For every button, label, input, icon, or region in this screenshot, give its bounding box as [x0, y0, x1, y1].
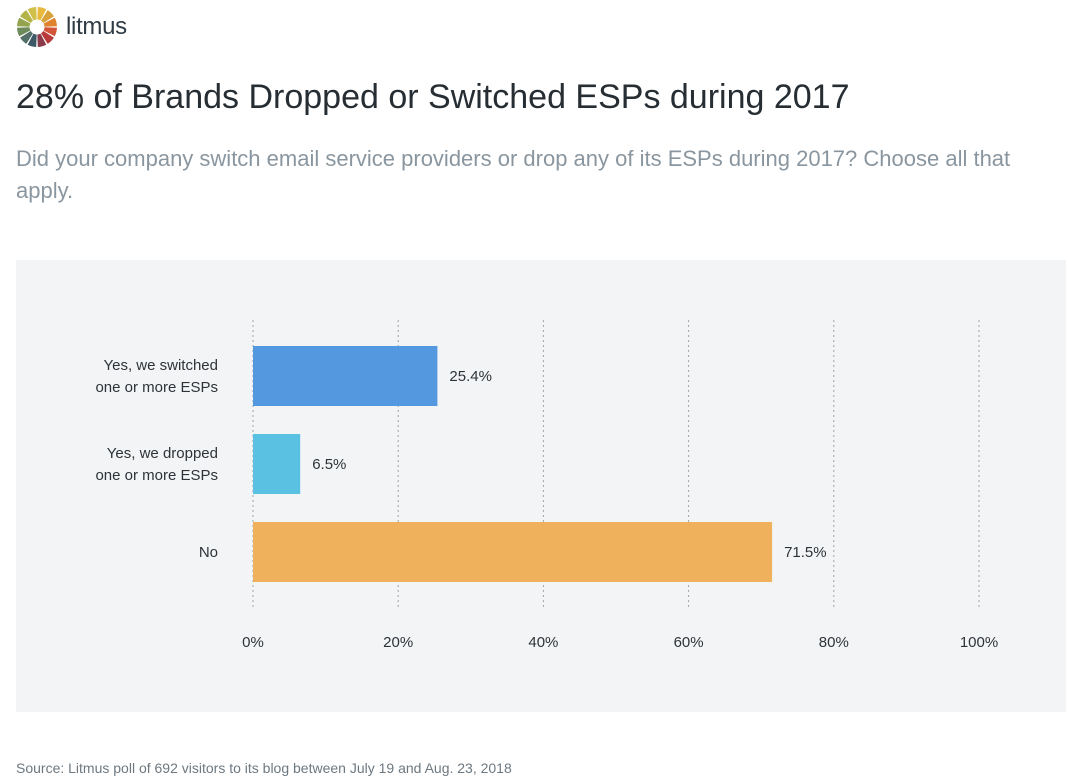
x-tick-label: 0%: [242, 634, 264, 651]
litmus-logo[interactable]: litmus: [16, 6, 127, 48]
bar: [253, 522, 773, 582]
chart-subtitle: Did your company switch email service pr…: [16, 146, 1011, 203]
logo-segment: [17, 17, 31, 27]
x-tick-label: 40%: [528, 634, 558, 651]
value-label: 25.4%: [449, 368, 492, 385]
logo-segment: [20, 31, 33, 44]
category-label: No: [199, 544, 218, 561]
logo-segment: [27, 33, 37, 47]
logo-segment: [17, 27, 31, 37]
x-tick-label: 80%: [819, 634, 849, 651]
logo-segment: [41, 10, 54, 23]
category-label: one or more ESPs: [95, 379, 218, 396]
logo-segment: [43, 27, 57, 37]
logo-segment: [20, 10, 33, 23]
labels: 0% 20% 40% 60% 80% 100% 25.4% Yes, we switched o…: [95, 357, 998, 651]
bar-chart: 0% 20% 40% 60% 80% 100% 25.4% Yes, we switched o…: [95, 320, 998, 651]
x-tick-label: 100%: [960, 634, 998, 651]
logo-segment: [43, 17, 57, 27]
category-label: Yes, we dropped: [107, 445, 218, 462]
value-label: 71.5%: [784, 544, 827, 561]
bars: [253, 346, 773, 582]
chart-panel: 0% 20% 40% 60% 80% 100% 25.4% Yes, we switched o…: [16, 260, 1066, 712]
value-label: 6.5%: [312, 456, 346, 473]
x-tick-label: 20%: [383, 634, 413, 651]
litmus-logo-icon: [17, 7, 57, 47]
logo-segment: [37, 7, 47, 21]
bar: [253, 434, 301, 494]
logo-segment: [27, 7, 37, 21]
x-tick-label: 60%: [674, 634, 704, 651]
brand-name: litmus: [66, 13, 127, 40]
logo-segment: [37, 33, 47, 47]
category-label: Yes, we switched: [103, 357, 218, 374]
bar: [253, 346, 438, 406]
logo-segment: [41, 31, 54, 44]
category-label: one or more ESPs: [95, 467, 218, 484]
page-title: 28% of Brands Dropped or Switched ESPs d…: [16, 78, 850, 116]
source-note: Source: Litmus poll of 692 visitors to i…: [16, 760, 512, 776]
